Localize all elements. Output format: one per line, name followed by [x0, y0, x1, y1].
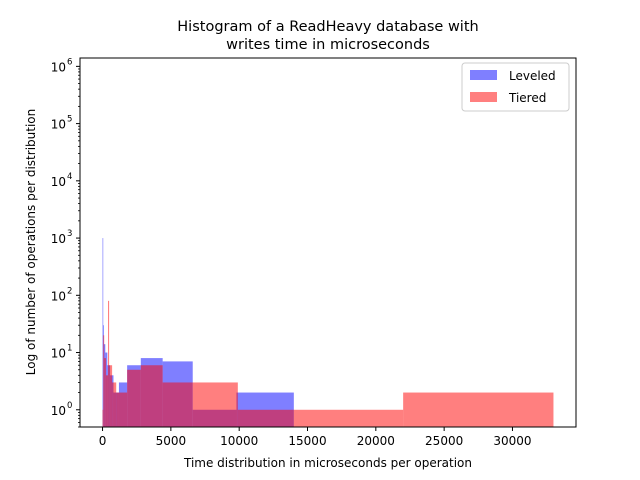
y-axis-label: Log of number of operations per distribu… — [24, 109, 38, 375]
x-axis-ticks: 0 5000 10000 15000 20000 25000 30000 — [99, 427, 532, 448]
x-tick-label-5: 25000 — [425, 434, 463, 448]
x-tick-label-4: 20000 — [357, 434, 395, 448]
bar-tiered-13 — [293, 409, 404, 427]
y-tick-exponent-1: 1 — [67, 344, 72, 354]
bar-tiered-8 — [127, 369, 141, 427]
y-tick-exponent-3: 3 — [67, 229, 72, 239]
chart-title-line-1: Histogram of a ReadHeavy database with — [177, 19, 478, 35]
y-tick-label-3: 10 — [51, 232, 66, 246]
x-tick-label-2: 10000 — [220, 434, 258, 448]
y-tick-label-0: 10 — [51, 404, 66, 418]
x-axis-label: Time distribution in microseconds per op… — [183, 456, 472, 470]
bar-tiered-4 — [108, 300, 110, 427]
bar-tiered-12 — [237, 409, 294, 427]
x-tick-label-0: 0 — [99, 434, 107, 448]
bar-tiered-0 — [102, 409, 104, 427]
bar-tiered-7 — [116, 392, 128, 427]
y-tick-label-4: 10 — [51, 175, 66, 189]
bar-tiered-1 — [103, 335, 105, 427]
bar-tiered-5 — [109, 365, 113, 427]
y-tick-exponent-6: 6 — [67, 57, 72, 67]
y-tick-exponent-0: 0 — [67, 401, 72, 411]
bar-tiered-11 — [192, 382, 238, 427]
legend-swatch-leveled — [470, 70, 497, 80]
legend-swatch-tiered — [470, 92, 497, 102]
bar-tiered-9 — [140, 365, 163, 427]
histogram-bars — [102, 238, 554, 427]
bar-tiered-10 — [162, 382, 193, 427]
bar-leveled-0 — [102, 238, 104, 427]
legend: Leveled Tiered — [461, 62, 570, 112]
bar-tiered-2 — [104, 358, 106, 427]
bar-tiered-6 — [112, 382, 117, 427]
bar-tiered-3 — [105, 375, 109, 427]
chart-title-line-2: writes time in microseconds — [226, 37, 430, 53]
bar-tiered-14 — [403, 392, 554, 427]
y-tick-exponent-5: 5 — [67, 115, 72, 125]
x-tick-label-6: 30000 — [493, 434, 531, 448]
y-tick-label-6: 10 — [51, 60, 66, 74]
legend-label-tiered: Tiered — [508, 91, 546, 105]
y-tick-label-5: 10 — [51, 118, 66, 132]
y-tick-label-2: 10 — [51, 289, 66, 303]
plot-frame — [79, 57, 577, 428]
y-tick-label-1: 10 — [51, 347, 66, 361]
x-tick-label-3: 15000 — [288, 434, 326, 448]
y-tick-exponent-4: 4 — [67, 172, 72, 182]
legend-label-leveled: Leveled — [509, 69, 556, 83]
x-tick-label-1: 5000 — [156, 434, 187, 448]
y-tick-exponent-2: 2 — [67, 286, 72, 296]
